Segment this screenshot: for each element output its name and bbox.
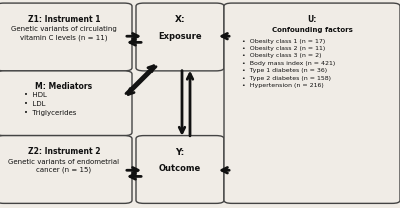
Text: Exposure: Exposure (158, 32, 202, 41)
FancyBboxPatch shape (0, 3, 132, 71)
Text: Y:: Y: (175, 148, 185, 157)
Text: Confounding factors: Confounding factors (272, 27, 352, 33)
Text: Outcome: Outcome (159, 164, 201, 173)
Text: X:: X: (175, 15, 185, 24)
Text: •  HDL
•  LDL
•  Triglycerides: • HDL • LDL • Triglycerides (24, 92, 76, 116)
Text: •  Obesity class 1 (n = 17)
•  Obesity class 2 (n = 11)
•  Obesity class 3 (n = : • Obesity class 1 (n = 17) • Obesity cla… (242, 38, 335, 88)
FancyBboxPatch shape (136, 136, 224, 203)
Text: Genetic variants of endometrial
cancer (n = 15): Genetic variants of endometrial cancer (… (8, 159, 120, 173)
FancyBboxPatch shape (0, 71, 132, 136)
Text: Genetic variants of circulating
vitamin C levels (n = 11): Genetic variants of circulating vitamin … (11, 26, 117, 41)
FancyBboxPatch shape (224, 3, 400, 203)
Text: Z1: Instrument 1: Z1: Instrument 1 (28, 15, 100, 24)
Text: M: Mediators: M: Mediators (36, 82, 92, 92)
FancyBboxPatch shape (0, 136, 132, 203)
FancyBboxPatch shape (136, 3, 224, 71)
Text: Z2: Instrument 2: Z2: Instrument 2 (28, 147, 100, 156)
Text: U:: U: (307, 15, 317, 24)
